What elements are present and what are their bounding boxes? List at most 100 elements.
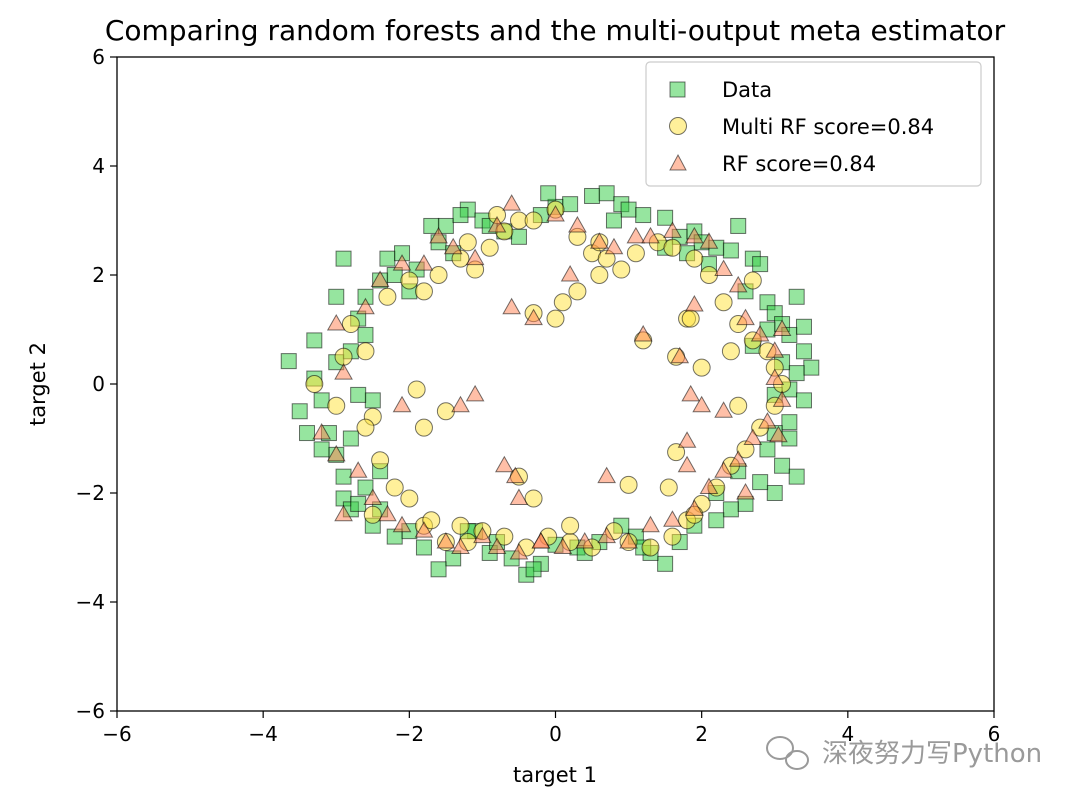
rf-point-triangle: [663, 510, 682, 527]
data-point-square: [803, 359, 820, 376]
multi-rf-point-circle: [681, 309, 700, 328]
data-point-square: [788, 468, 805, 485]
rf-point-triangle: [356, 297, 375, 315]
multi-rf-point-circle: [334, 347, 353, 366]
multi-rf-point-circle: [626, 244, 645, 263]
rf-point-triangle: [685, 294, 704, 312]
multi-rf-point-circle: [524, 211, 543, 230]
rf-point-triangle: [743, 428, 763, 445]
rf-point-triangle: [736, 308, 755, 326]
rf-point-triangle: [728, 450, 748, 467]
y-axis-label: target 2: [26, 342, 50, 426]
data-point-square: [774, 457, 791, 474]
rf-point-triangle: [641, 515, 660, 533]
legend-marker-rf: [669, 153, 687, 171]
data-point-square: [328, 288, 345, 305]
multi-rf-point-circle: [327, 396, 346, 415]
chart-title: Comparing random forests and the multi-o…: [105, 14, 1006, 47]
rf-point-triangle: [451, 537, 470, 554]
data-point-square: [357, 326, 374, 343]
rf-point-triangle: [378, 504, 397, 522]
rf-point-triangle: [502, 297, 522, 315]
data-point-square: [540, 185, 557, 202]
data-point-square: [313, 392, 330, 409]
data-point-square: [752, 256, 769, 273]
rf-point-triangle: [633, 324, 653, 342]
y-tick-label: −4: [76, 590, 105, 614]
x-tick-label: 4: [841, 722, 854, 746]
multi-rf-point-circle: [305, 375, 324, 393]
legend-marker-multi-rf: [669, 117, 687, 135]
rf-point-triangle: [758, 412, 777, 429]
multi-rf-point-circle: [480, 238, 499, 257]
data-point-square: [335, 250, 352, 267]
rf-point-triangle: [414, 521, 434, 538]
multi-rf-point-circle: [685, 249, 704, 268]
rf-point-triangle: [531, 532, 551, 549]
multi-rf-point-circle: [400, 271, 419, 290]
multi-rf-point-circle: [414, 418, 433, 437]
rf-point-triangle: [692, 395, 712, 413]
rf-point-triangle: [750, 324, 770, 342]
data-point-square: [598, 185, 615, 202]
x-axis-label: target 1: [513, 763, 597, 787]
multi-rf-point-circle: [663, 238, 682, 257]
rf-point-triangle: [451, 395, 470, 413]
data-point-square: [759, 441, 776, 458]
rf-point-triangle: [765, 368, 785, 386]
rf-point-triangle: [685, 226, 704, 244]
data-point-square: [795, 343, 812, 360]
rf-point-triangle: [626, 226, 646, 244]
data-point-square: [605, 212, 622, 229]
data-point-square: [562, 196, 579, 213]
multi-rf-point-circle: [546, 309, 565, 328]
multi-rf-point-circle: [721, 342, 740, 361]
multi-rf-point-circle: [561, 516, 580, 535]
rf-point-triangle: [769, 425, 788, 443]
data-point-square: [788, 288, 805, 305]
multi-rf-point-circle: [729, 396, 748, 415]
multi-rf-point-circle: [371, 451, 390, 470]
wechat-icon: [766, 736, 809, 770]
data-point-square: [584, 187, 601, 204]
rf-point-triangle: [597, 526, 617, 544]
axis-ticks: −6 −4 −2 0 2 4 6 −6 −4 −2 0 2 4 6: [76, 45, 1001, 746]
rf-point-triangle: [589, 232, 609, 249]
data-point-square: [357, 479, 374, 496]
rf-point-triangle: [663, 221, 682, 238]
data-point-square: [291, 403, 308, 420]
data-point-square: [766, 485, 783, 501]
data-point-square: [313, 441, 330, 458]
multi-rf-point-circle: [451, 516, 470, 535]
rf-point-triangle: [502, 194, 522, 211]
multi-rf-point-circle: [458, 233, 477, 252]
data-point-square: [423, 217, 440, 234]
data-point-square: [657, 209, 674, 226]
data-point-square: [415, 539, 432, 556]
data-point-square: [335, 468, 352, 485]
data-point-square: [525, 561, 542, 578]
data-point-square: [708, 512, 725, 529]
x-tick-label: 6: [988, 722, 1001, 746]
rf-point-triangle: [436, 532, 456, 549]
rf-point-triangle: [334, 363, 353, 380]
rf-point-triangle: [641, 226, 660, 244]
multi-rf-point-circle: [495, 527, 514, 546]
rf-point-triangle: [728, 275, 748, 293]
multi-rf-point-circle: [385, 478, 404, 497]
rf-point-triangle: [392, 254, 412, 271]
rf-point-triangle: [699, 232, 719, 249]
multi-rf-point-circle: [414, 282, 433, 301]
multi-rf-point-circle: [400, 489, 419, 508]
rf-point-triangle: [765, 341, 785, 358]
rf-point-triangle: [326, 444, 346, 462]
data-point-square: [379, 250, 396, 267]
multi-rf-point-circle: [356, 342, 375, 361]
multi-rf-point-circle: [590, 266, 609, 284]
legend-label-rf: RF score=0.84: [722, 152, 876, 176]
data-point-square: [350, 386, 367, 403]
x-tick-label: 0: [549, 722, 562, 746]
rf-point-triangle: [392, 395, 412, 413]
rf-point-triangle: [348, 461, 368, 478]
